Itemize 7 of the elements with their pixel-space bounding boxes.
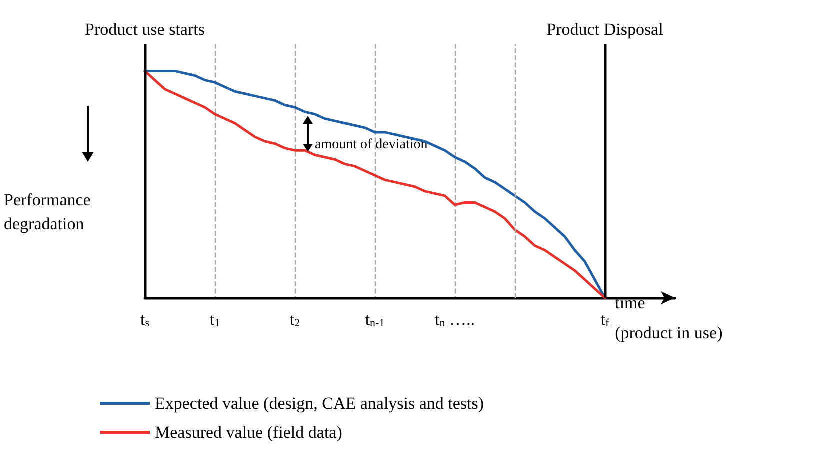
x-axis-title: time (product in use) — [615, 294, 723, 342]
annotation: amount of deviation — [315, 138, 428, 152]
ref-line-label: Product use starts — [85, 20, 205, 39]
y-axis-title: Performance degradation — [4, 190, 96, 234]
legend-label: Measured value (field data) — [155, 423, 342, 442]
ref-line-label: Product Disposal — [546, 20, 664, 39]
legend-label: Expected value (design, CAE analysis and tests) — [155, 394, 484, 413]
